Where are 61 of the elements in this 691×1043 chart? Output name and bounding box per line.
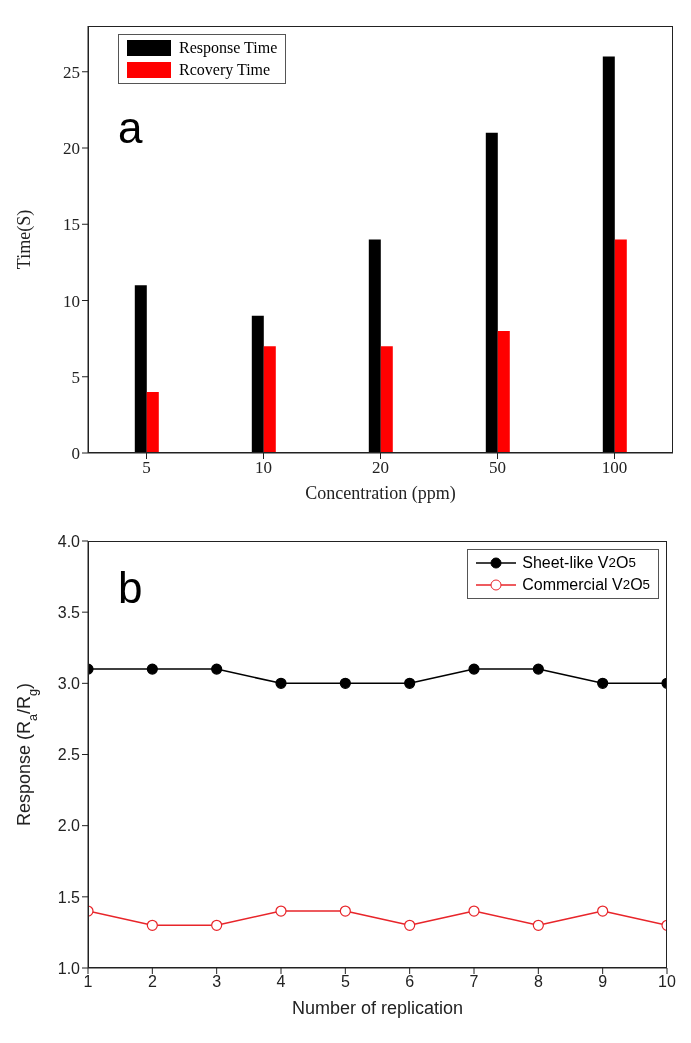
y-tick-label: 10	[63, 291, 80, 311]
bar	[497, 331, 510, 453]
x-tick-label: 10	[255, 458, 272, 478]
y-tick-label: 1.5	[57, 888, 81, 906]
bar	[485, 132, 498, 453]
x-tick-label: 10	[658, 973, 676, 991]
y-axis-title: Time(S)	[14, 209, 35, 270]
point	[275, 905, 287, 917]
y-tick-label: 5	[71, 367, 80, 387]
point	[597, 905, 609, 917]
point	[468, 663, 480, 675]
y-tick-label: 1.0	[57, 959, 81, 977]
bar	[263, 346, 276, 453]
y-tick-label: 4.0	[57, 532, 81, 550]
x-tick-label: 20	[372, 458, 389, 478]
point	[211, 919, 223, 931]
x-tick-label: 4	[276, 973, 286, 991]
bar	[146, 392, 159, 453]
annotation: a	[118, 103, 143, 152]
y-tick-label: 3.0	[57, 675, 81, 693]
y-tick-label: 25	[63, 62, 80, 82]
annotation: b	[118, 563, 143, 612]
x-tick-label: 8	[533, 973, 543, 991]
legend-label: Response Time	[179, 38, 278, 59]
y-tick-label: 2.5	[57, 746, 81, 764]
x-tick-label: 3	[212, 973, 222, 991]
x-tick-label: 2	[147, 973, 157, 991]
x-tick-label: 7	[469, 973, 479, 991]
y-tick-label: 20	[63, 139, 80, 159]
bar	[614, 239, 627, 453]
point	[211, 663, 223, 675]
x-tick-label: 50	[489, 458, 506, 478]
y-tick-label: 0	[71, 444, 80, 464]
legend-label: Rcovery Time	[179, 60, 271, 81]
y-tick-label: 15	[63, 215, 80, 235]
bar	[368, 239, 381, 453]
x-tick-label: 6	[405, 973, 415, 991]
point	[404, 919, 416, 931]
x-axis-title: Concentration (ppm)	[305, 483, 456, 504]
point	[146, 919, 158, 931]
point	[532, 663, 544, 675]
point	[404, 677, 416, 689]
x-tick-label: 5	[340, 973, 350, 991]
bar	[380, 346, 393, 453]
bar	[134, 285, 147, 453]
point	[146, 663, 158, 675]
x-tick-label: 5	[142, 458, 151, 478]
x-tick-label: 9	[598, 973, 608, 991]
point	[339, 905, 351, 917]
point	[339, 677, 351, 689]
bar	[602, 56, 615, 453]
x-tick-label: 1	[83, 973, 93, 991]
point	[468, 905, 480, 917]
point	[532, 919, 544, 931]
point	[275, 677, 287, 689]
x-tick-label: 100	[601, 458, 628, 478]
point	[597, 677, 609, 689]
x-axis-title: Number of replication	[291, 998, 464, 1018]
y-tick-label: 2.0	[57, 817, 81, 835]
bar	[251, 315, 264, 453]
y-tick-label: 3.5	[57, 603, 81, 621]
